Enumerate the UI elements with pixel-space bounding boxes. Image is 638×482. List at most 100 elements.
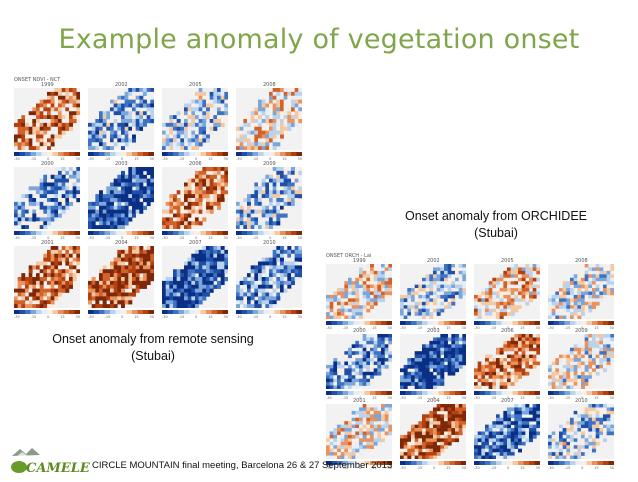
map-cell [166, 146, 170, 150]
colorbar-tick: -15 [31, 315, 37, 319]
map-cell [73, 273, 77, 277]
map-cell [202, 262, 206, 266]
map-cell [213, 100, 217, 104]
map-cell [69, 127, 73, 131]
map-cell [570, 358, 574, 362]
map-cell [276, 100, 280, 104]
map-cell [177, 111, 181, 115]
map-cell [355, 281, 359, 285]
map-cell [352, 449, 356, 453]
map-cell [291, 186, 295, 190]
map-cell [169, 206, 173, 210]
map-cell [254, 127, 258, 131]
map-cell [581, 278, 585, 282]
map-cell [574, 344, 578, 348]
map-cell [511, 432, 515, 436]
colorbar-tick: -30 [400, 326, 406, 330]
map-cell [574, 411, 578, 415]
map-cell [188, 115, 192, 119]
map-cell [58, 107, 62, 111]
map-cell [429, 316, 433, 319]
map-cell [273, 107, 277, 111]
map-cell [213, 104, 217, 108]
map-cell [143, 285, 147, 289]
map-cell [525, 348, 529, 352]
map-cell [240, 225, 244, 229]
colorbar-swatch [20, 231, 26, 235]
map-cell [448, 414, 452, 418]
map-cell [240, 289, 244, 293]
map-cell [287, 285, 291, 289]
map-cell [251, 225, 255, 229]
map-cell [440, 302, 444, 306]
map-cell [291, 119, 295, 123]
map-cell [143, 262, 147, 266]
map-cell [385, 414, 389, 418]
map-cell [433, 298, 437, 302]
map-cell [374, 365, 378, 369]
colorbar-swatch [461, 391, 467, 395]
map-cell [462, 358, 466, 362]
map-cell [388, 334, 392, 338]
map-cell [110, 289, 114, 293]
map-cell [462, 348, 466, 352]
map-cell [18, 123, 22, 127]
map-cell [40, 285, 44, 289]
map-cell [462, 292, 466, 296]
map-cell [525, 334, 529, 338]
map-cell [125, 258, 129, 262]
map-cell [455, 334, 459, 338]
colorbar-swatch [587, 391, 593, 395]
map-cell [352, 288, 356, 292]
map-cell [500, 274, 504, 278]
map-cell [514, 348, 518, 352]
map-cell [422, 456, 426, 459]
map-cell [400, 375, 404, 379]
map-cell [273, 262, 277, 266]
map-cell [415, 438, 419, 442]
map-cell [529, 281, 533, 285]
map-cell [525, 407, 529, 411]
map-cell [265, 111, 269, 115]
map-cell [352, 452, 356, 456]
map-cell [388, 267, 392, 271]
map-cell [139, 175, 143, 179]
map-cell [76, 246, 80, 250]
colorbar-tick: 0 [195, 315, 197, 319]
map-cell [132, 119, 136, 123]
map-cell [213, 92, 217, 96]
map-cell [221, 171, 225, 175]
map-cell [444, 425, 448, 429]
map-cell [370, 348, 374, 352]
map-cell [370, 351, 374, 355]
map-cell [117, 100, 121, 104]
map-cell [213, 262, 217, 266]
map-cell [355, 438, 359, 442]
map-cell [276, 115, 280, 119]
map-cell [333, 309, 337, 313]
map-cell [433, 365, 437, 369]
map-cell [202, 273, 206, 277]
map-cell [478, 312, 482, 316]
map-cell [581, 358, 585, 362]
map-cell [503, 358, 507, 362]
map-cell [114, 285, 118, 289]
map-cell [206, 104, 210, 108]
colorbar-swatch [576, 391, 582, 395]
map-cell [76, 183, 80, 187]
map-cell [566, 418, 570, 422]
colorbar-swatch [524, 461, 530, 465]
map-cell [381, 358, 385, 362]
map-cell [18, 135, 22, 139]
map-cell [533, 428, 537, 432]
map-cell [492, 386, 496, 389]
map-cell [106, 115, 110, 119]
map-cell [251, 304, 255, 308]
map-cell [366, 365, 370, 369]
map-cell [298, 183, 302, 187]
map-cell [411, 428, 415, 432]
map-cell [184, 281, 188, 285]
map-cell [518, 365, 522, 369]
map-cell [478, 372, 482, 376]
map-cell [36, 107, 40, 111]
